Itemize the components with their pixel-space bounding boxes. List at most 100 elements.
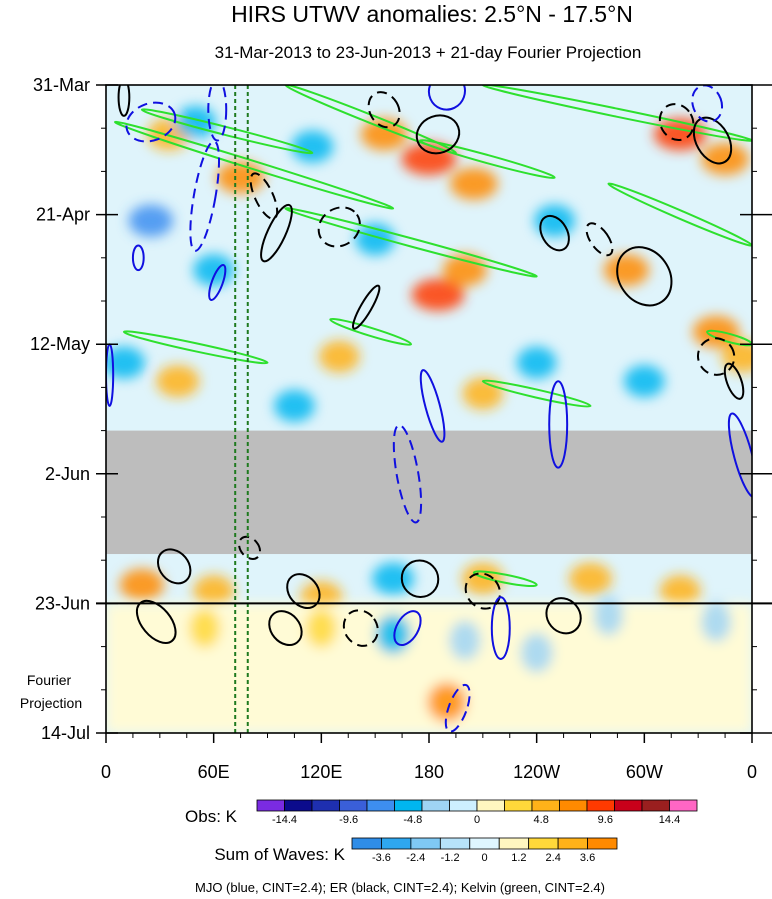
anomaly-blob bbox=[291, 130, 334, 163]
er-contour bbox=[658, 103, 695, 141]
waves-colorbar-swatch bbox=[351, 837, 382, 850]
x-tick-label: 0 bbox=[101, 762, 111, 782]
anomaly-blob bbox=[372, 562, 415, 595]
kelvin-contour bbox=[329, 317, 413, 346]
anomaly-blob bbox=[449, 167, 498, 200]
waves-colorbar-swatch bbox=[587, 837, 618, 850]
er-contour bbox=[585, 222, 614, 257]
obs-colorbar-swatch bbox=[339, 799, 368, 812]
anomaly-blob bbox=[274, 389, 315, 422]
waves-colorbar-swatch bbox=[381, 837, 412, 850]
waves-colorbar-swatch bbox=[498, 837, 530, 850]
y-tick-label: 31-Mar bbox=[33, 75, 90, 95]
chart-subtitle: 31-Mar-2013 to 23-Jun-2013 + 21-day Four… bbox=[215, 43, 642, 62]
projection-blob bbox=[427, 682, 467, 722]
legend-footer: MJO (blue, CINT=2.4); ER (black, CINT=2.… bbox=[195, 880, 605, 895]
anomaly-blob bbox=[568, 562, 613, 595]
anomaly-blob bbox=[318, 340, 360, 373]
er-contour bbox=[415, 114, 461, 155]
obs-colorbar-swatch bbox=[476, 799, 505, 812]
anomaly-blob bbox=[516, 346, 557, 379]
er-contour bbox=[286, 573, 321, 609]
anomaly-blob bbox=[534, 204, 575, 237]
anomaly-blob bbox=[119, 568, 165, 601]
mjo-contour bbox=[131, 244, 145, 272]
mjo-contours bbox=[106, 85, 752, 733]
mjo-contour bbox=[207, 85, 228, 142]
obs-colorbar-label: Obs: K bbox=[185, 807, 238, 826]
waves-colorbar-tick-label: 3.6 bbox=[580, 852, 595, 864]
waves-colorbar-tick-label: 1.2 bbox=[511, 852, 526, 864]
obs-colorbar-swatch bbox=[311, 799, 340, 812]
fourier-projection-label: Fourier Projection bbox=[20, 672, 82, 711]
projection-blob bbox=[305, 608, 337, 648]
x-tick-label: 60W bbox=[626, 762, 663, 782]
waves-colorbar: -3.6 -2.4 -1.2 0 1.2 2.4 3.6 bbox=[351, 837, 618, 864]
obs-colorbar-tick-label: 0 bbox=[474, 814, 480, 826]
anomaly-blob bbox=[442, 254, 488, 287]
kelvin-contour bbox=[607, 182, 752, 247]
obs-colorbar-swatch bbox=[366, 799, 395, 812]
y-tick-label: 14-Jul bbox=[41, 723, 90, 743]
projection-shading bbox=[106, 595, 752, 733]
projection-blob bbox=[520, 633, 553, 673]
x-tick-label: 120E bbox=[300, 762, 342, 782]
kelvin-contour bbox=[481, 379, 592, 408]
kelvin-contour bbox=[113, 120, 395, 210]
obs-colorbar-tick-label: -14.4 bbox=[272, 814, 297, 826]
waves-colorbar-tick-label: -2.4 bbox=[406, 852, 425, 864]
projection-blob bbox=[189, 608, 221, 648]
y-tick-label: 23-Jun bbox=[35, 593, 90, 613]
obs-colorbar-tick-label: 9.6 bbox=[598, 814, 613, 826]
anomaly-blob bbox=[193, 254, 235, 287]
obs-colorbar-swatch bbox=[669, 799, 698, 812]
obs-colorbar-swatch bbox=[421, 799, 450, 812]
waves-colorbar-tick-label: 0 bbox=[481, 852, 487, 864]
waves-colorbar-tick-label: 2.4 bbox=[546, 852, 561, 864]
chart-title: HIRS UTWV anomalies: 2.5°N - 17.5°N bbox=[231, 1, 633, 27]
anomaly-blob bbox=[653, 118, 707, 151]
waves-colorbar-label: Sum of Waves: K bbox=[214, 845, 345, 864]
missing-data-band bbox=[106, 430, 752, 555]
er-contour bbox=[238, 535, 262, 560]
obs-colorbar-swatch bbox=[614, 799, 643, 812]
er-contour bbox=[400, 559, 440, 598]
y-tick-label: 2-Jun bbox=[45, 464, 90, 484]
waves-colorbar-tick-label: -1.2 bbox=[441, 852, 460, 864]
anomaly-blob bbox=[156, 365, 200, 398]
x-tick-label: 180 bbox=[414, 762, 444, 782]
er-contour bbox=[723, 362, 745, 400]
reference-lines bbox=[234, 85, 249, 733]
projection-blob bbox=[375, 614, 411, 655]
mjo-contour bbox=[444, 683, 471, 733]
anomaly-blob bbox=[623, 365, 665, 398]
obs-colorbar-swatch bbox=[449, 799, 478, 812]
obs-colorbar-tick-label: 4.8 bbox=[534, 814, 549, 826]
er-contour bbox=[117, 85, 131, 117]
anomaly-blob bbox=[106, 346, 145, 379]
anomaly-blob bbox=[193, 575, 235, 608]
fourier-projection-label-line2: Projection bbox=[20, 695, 82, 711]
mjo-contour bbox=[548, 380, 569, 469]
er-contour bbox=[317, 206, 361, 248]
anomaly-blob bbox=[659, 575, 701, 608]
obs-colorbar-swatch bbox=[394, 799, 423, 812]
er-contour bbox=[696, 337, 736, 376]
mjo-contour bbox=[208, 263, 227, 301]
mjo-contour bbox=[189, 140, 221, 252]
plot-area bbox=[106, 85, 752, 733]
x-tick-label: 60E bbox=[198, 762, 230, 782]
er-contour bbox=[352, 284, 381, 330]
mjo-contour bbox=[125, 101, 177, 143]
er-contour bbox=[156, 548, 192, 585]
anomaly-blob bbox=[701, 143, 750, 176]
obs-colorbar-tick-label: -4.8 bbox=[403, 814, 422, 826]
waves-colorbar-swatch bbox=[528, 837, 559, 850]
mjo-contour bbox=[393, 610, 422, 646]
kelvin-contour bbox=[284, 207, 538, 278]
anomaly-blob bbox=[603, 254, 650, 287]
er-contour bbox=[367, 91, 401, 129]
obs-colorbar-swatch bbox=[559, 799, 588, 812]
y-axis: 31-Mar 21-Apr 12-May 2-Jun 23-Jun 14-Jul bbox=[30, 75, 772, 743]
